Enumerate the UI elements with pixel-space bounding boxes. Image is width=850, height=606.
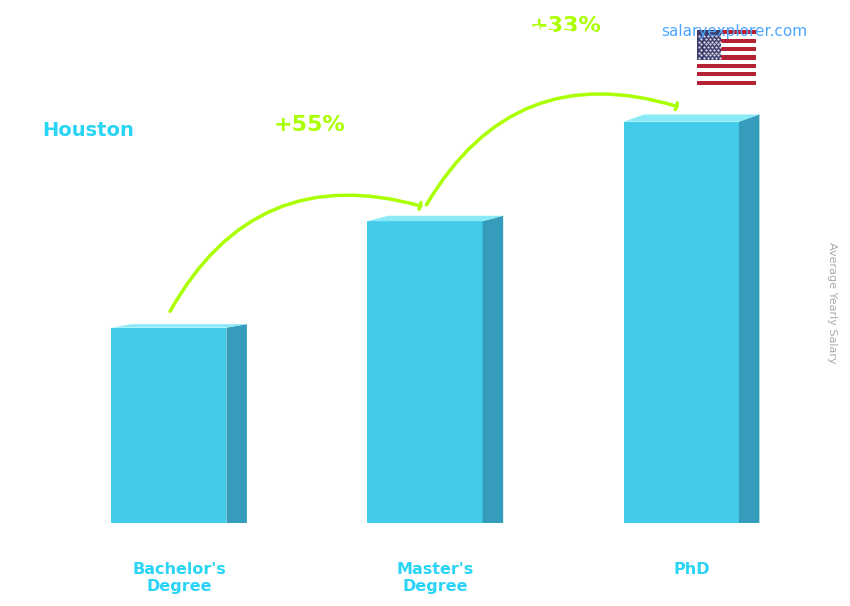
Bar	[697, 59, 756, 64]
Polygon shape	[367, 221, 483, 523]
Polygon shape	[226, 324, 246, 523]
Text: +55%: +55%	[274, 115, 346, 135]
Text: PhD: PhD	[673, 562, 710, 576]
Text: Houston: Houston	[42, 121, 134, 140]
Bar	[697, 43, 756, 47]
Text: Bachelor's
Degree: Bachelor's Degree	[132, 562, 226, 594]
Bar	[697, 30, 721, 59]
Text: 112,000 USD: 112,000 USD	[124, 301, 235, 316]
Text: Engineering Research and Development Manager: Engineering Research and Development Man…	[42, 73, 526, 92]
Text: Master's
Degree: Master's Degree	[397, 562, 474, 594]
Bar	[697, 68, 756, 72]
Text: 230,000 USD: 230,000 USD	[636, 91, 747, 105]
Polygon shape	[483, 216, 503, 523]
Text: 173,000 USD: 173,000 USD	[380, 192, 490, 207]
Bar	[697, 47, 756, 52]
Polygon shape	[367, 216, 503, 221]
Text: +33%: +33%	[530, 16, 602, 36]
Bar	[697, 72, 756, 76]
Text: Salary Comparison By Education: Salary Comparison By Education	[42, 24, 599, 53]
Bar	[697, 76, 756, 81]
Polygon shape	[111, 324, 246, 328]
Polygon shape	[624, 122, 739, 523]
Bar	[697, 35, 756, 39]
Bar	[697, 56, 756, 59]
Polygon shape	[624, 115, 759, 122]
Text: Average Yearly Salary: Average Yearly Salary	[827, 242, 837, 364]
Bar	[697, 30, 756, 35]
Polygon shape	[111, 328, 226, 523]
Text: salaryexplorer.com: salaryexplorer.com	[661, 24, 808, 39]
Bar	[697, 52, 756, 56]
Bar	[697, 64, 756, 68]
Polygon shape	[739, 115, 759, 523]
Bar	[697, 39, 756, 43]
Bar	[697, 81, 756, 85]
